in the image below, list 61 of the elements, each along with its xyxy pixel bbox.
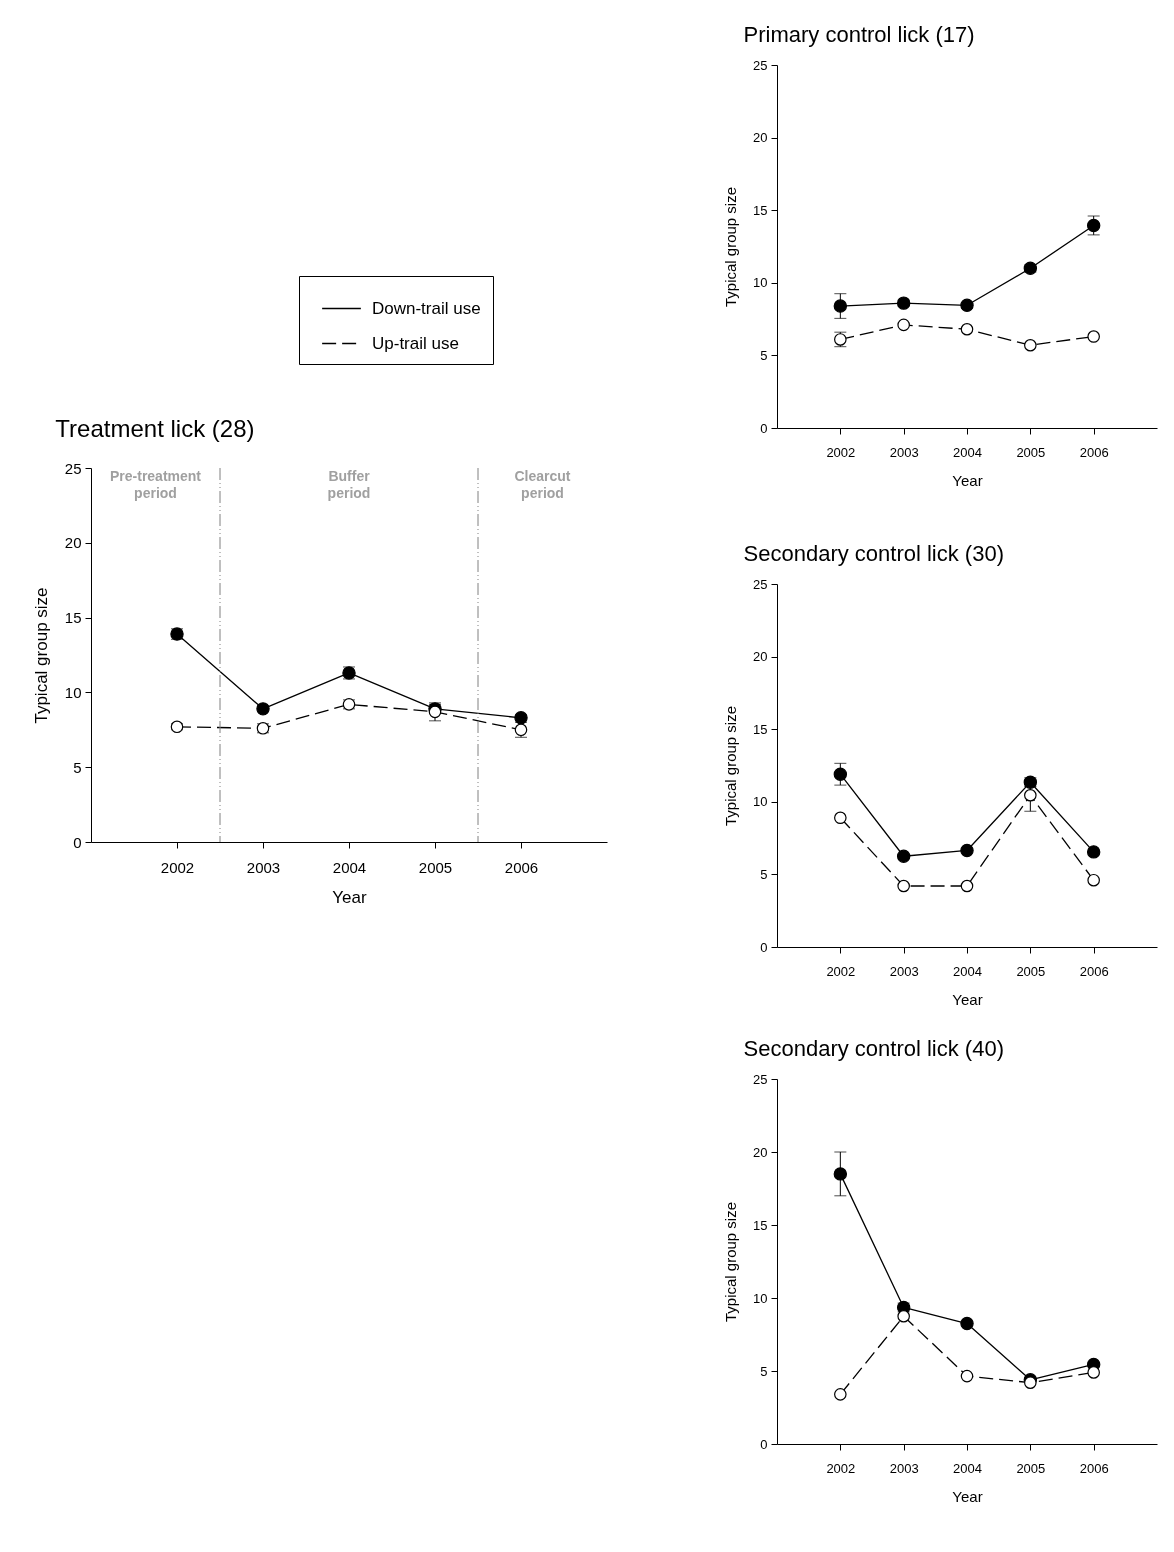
x-tick-label: 2005 xyxy=(1016,963,1046,979)
y-tick-label: 25 xyxy=(753,1071,768,1087)
y-tick-label: 5 xyxy=(760,347,768,363)
y-tick-label: 25 xyxy=(64,459,82,477)
chart-title: Secondary control lick (30) xyxy=(743,541,1004,566)
y-tick-label: 0 xyxy=(760,420,768,436)
y-tick-label: 0 xyxy=(73,833,82,851)
x-tick-label: 2004 xyxy=(953,1460,982,1476)
x-tick-label: 2006 xyxy=(504,858,539,876)
x-tick-label: 2004 xyxy=(332,858,367,876)
annotation: Pre-treatment period xyxy=(109,468,202,501)
x-tick-label: 2003 xyxy=(889,963,919,979)
legend-label: Down-trail use xyxy=(372,298,481,318)
y-axis-title: Typical group size xyxy=(722,1201,740,1323)
x-tick-label: 2003 xyxy=(246,858,281,876)
x-tick-label: 2002 xyxy=(826,444,856,460)
x-tick-label: 2006 xyxy=(1079,963,1109,979)
y-tick-label: 5 xyxy=(760,1363,768,1379)
x-tick-label: 2006 xyxy=(1079,1460,1109,1476)
y-tick-label: 20 xyxy=(753,649,768,665)
y-tick-label: 25 xyxy=(753,57,768,73)
chart-title: Secondary control lick (40) xyxy=(743,1036,1004,1061)
y-tick-label: 20 xyxy=(753,1144,768,1160)
y-axis-title: Typical group size xyxy=(722,705,740,827)
y-tick-label: 15 xyxy=(753,721,768,737)
y-tick-label: 10 xyxy=(753,794,768,810)
x-tick-label: 2004 xyxy=(953,444,982,460)
y-tick-label: 25 xyxy=(753,576,768,592)
x-axis-title: Year xyxy=(952,471,983,489)
y-tick-label: 10 xyxy=(753,1290,768,1306)
x-axis-title: Year xyxy=(952,1487,983,1505)
x-tick-label: 2003 xyxy=(889,444,919,460)
x-tick-label: 2006 xyxy=(1079,444,1109,460)
y-tick-label: 10 xyxy=(753,275,768,291)
y-tick-label: 15 xyxy=(753,1217,768,1233)
y-tick-label: 15 xyxy=(753,202,768,218)
x-axis-title: Year xyxy=(332,887,368,907)
y-tick-label: 20 xyxy=(64,534,82,552)
y-tick-label: 20 xyxy=(753,130,768,146)
chart-title: Primary control lick (17) xyxy=(743,22,975,47)
y-tick-label: 15 xyxy=(64,609,82,627)
annotation: Buffer period xyxy=(327,468,371,501)
x-tick-label: 2002 xyxy=(826,1460,856,1476)
x-tick-label: 2002 xyxy=(826,963,856,979)
x-tick-label: 2005 xyxy=(418,858,453,876)
y-tick-label: 0 xyxy=(760,939,768,955)
x-tick-label: 2002 xyxy=(160,858,195,876)
x-tick-label: 2005 xyxy=(1016,1460,1046,1476)
chart-title: Treatment lick (28) xyxy=(55,414,255,442)
annotation: Clearcut period xyxy=(514,468,571,501)
y-axis-title: Typical group size xyxy=(722,186,740,308)
x-tick-label: 2004 xyxy=(953,963,982,979)
x-axis-title: Year xyxy=(952,990,983,1008)
x-tick-label: 2003 xyxy=(889,1460,919,1476)
x-tick-label: 2005 xyxy=(1016,444,1046,460)
y-tick-label: 5 xyxy=(760,866,768,882)
y-axis-title: Typical group size xyxy=(31,587,51,724)
y-tick-label: 10 xyxy=(64,683,82,701)
y-tick-label: 5 xyxy=(73,758,82,776)
legend-label: Up-trail use xyxy=(372,333,459,353)
y-tick-label: 0 xyxy=(760,1436,768,1452)
